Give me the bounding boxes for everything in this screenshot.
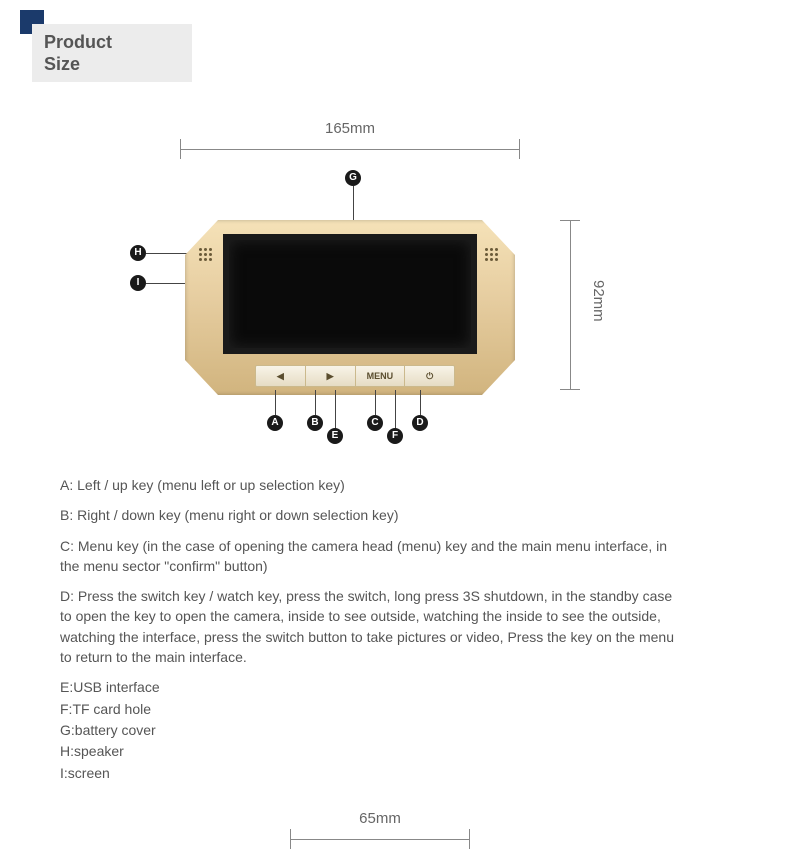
- title-bar: Product Size: [32, 24, 192, 82]
- device-button-bar: ◀ ▶ MENU ⏻: [255, 365, 455, 387]
- callout-line-e: [335, 390, 336, 430]
- callout-dot-c: C: [367, 415, 383, 431]
- desc-e: E:USB interface: [60, 677, 680, 697]
- product-diagram: 165mm 92mm G H I ◀ ▶ MENU ⏻: [100, 120, 660, 460]
- title-line-2: Size: [44, 54, 180, 76]
- button-right: ▶: [306, 366, 356, 386]
- speaker-grille-right: [485, 248, 501, 264]
- callout-line-f: [395, 390, 396, 430]
- desc-f: F:TF card hole: [60, 699, 680, 719]
- dimension-width-label: 165mm: [180, 120, 520, 137]
- desc-h: H:speaker: [60, 741, 680, 761]
- callout-dot-d: D: [412, 415, 428, 431]
- speaker-grille-left: [199, 248, 215, 264]
- callout-dot-h: H: [130, 245, 146, 261]
- button-menu: MENU: [356, 366, 406, 386]
- callout-line-d: [420, 390, 421, 415]
- callout-dot-f: F: [387, 428, 403, 444]
- desc-c: C: Menu key (in the case of opening the …: [60, 536, 680, 577]
- callout-dot-g: G: [345, 170, 361, 186]
- button-left: ◀: [256, 366, 306, 386]
- descriptions-block: A: Left / up key (menu left or up select…: [60, 475, 680, 784]
- dimension-width: 165mm: [180, 120, 520, 159]
- dimension-bottom-line: [290, 829, 470, 849]
- callout-line-b: [315, 390, 316, 415]
- device-illustration: ◀ ▶ MENU ⏻: [185, 220, 515, 395]
- dimension-bottom-label: 65mm: [290, 810, 470, 827]
- callout-line-g: [353, 186, 354, 220]
- dimension-width-line: [180, 139, 520, 159]
- desc-d: D: Press the switch key / watch key, pre…: [60, 586, 680, 667]
- desc-b: B: Right / down key (menu right or down …: [60, 505, 680, 525]
- button-power: ⏻: [405, 366, 454, 386]
- callout-dot-a: A: [267, 415, 283, 431]
- callout-line-a: [275, 390, 276, 415]
- callout-line-c: [375, 390, 376, 415]
- device-screen: [223, 234, 477, 354]
- dimension-height-label: 92mm: [590, 280, 607, 322]
- desc-i: I:screen: [60, 763, 680, 783]
- desc-a: A: Left / up key (menu left or up select…: [60, 475, 680, 495]
- desc-g: G:battery cover: [60, 720, 680, 740]
- dimension-height-line: [560, 220, 580, 390]
- dimension-bottom: 65mm: [290, 810, 470, 849]
- callout-dot-b: B: [307, 415, 323, 431]
- title-line-1: Product: [44, 32, 180, 54]
- callout-dot-e: E: [327, 428, 343, 444]
- callout-dot-i: I: [130, 275, 146, 291]
